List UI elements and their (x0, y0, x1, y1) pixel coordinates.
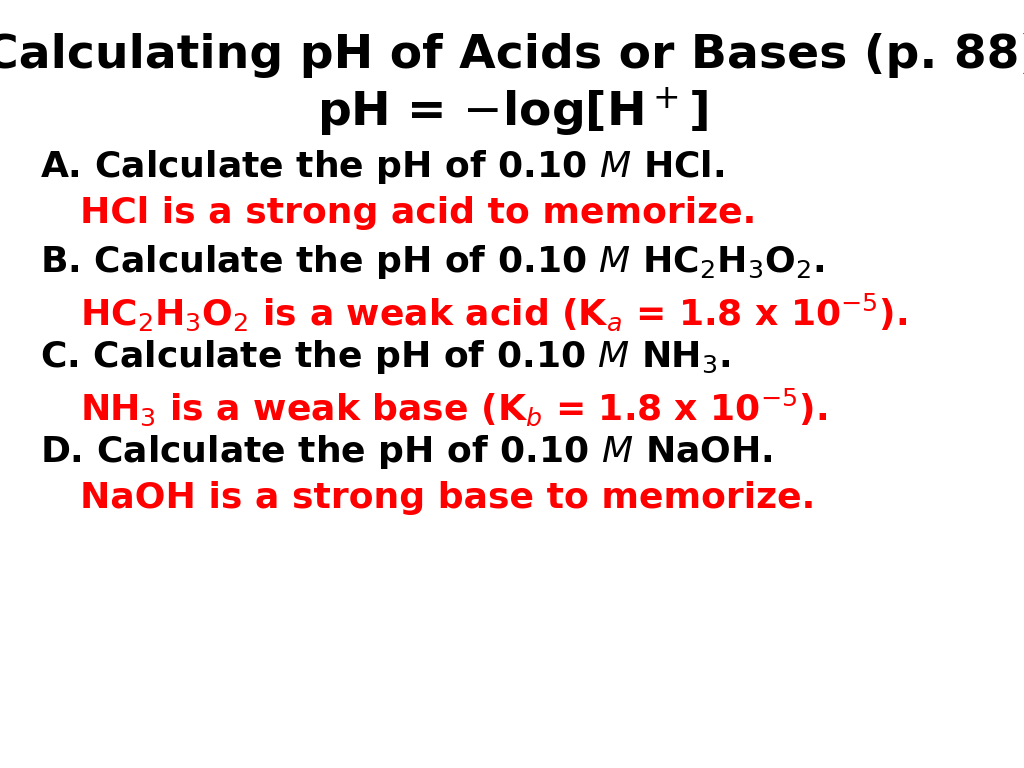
Text: NaOH is a strong base to memorize.: NaOH is a strong base to memorize. (80, 481, 815, 515)
Text: C. Calculate the pH of 0.10 $\mathit{M}$ NH$_3$.: C. Calculate the pH of 0.10 $\mathit{M}$… (40, 338, 730, 376)
Text: NH$_3$ is a weak base (K$_b$ = 1.8 x 10$^{-5}$).: NH$_3$ is a weak base (K$_b$ = 1.8 x 10$… (80, 386, 827, 428)
Text: D. Calculate the pH of 0.10 $\mathit{M}$ NaOH.: D. Calculate the pH of 0.10 $\mathit{M}$… (40, 433, 773, 471)
Text: HC$_2$H$_3$O$_2$ is a weak acid (K$_a$ = 1.8 x 10$^{-5}$).: HC$_2$H$_3$O$_2$ is a weak acid (K$_a$ =… (80, 291, 907, 333)
Text: Calculating pH of Acids or Bases (p. 88): Calculating pH of Acids or Bases (p. 88) (0, 33, 1024, 78)
Text: A. Calculate the pH of 0.10 $\mathit{M}$ HCl.: A. Calculate the pH of 0.10 $\mathit{M}$… (40, 148, 724, 186)
Text: B. Calculate the pH of 0.10 $\mathit{M}$ HC$_2$H$_3$O$_2$.: B. Calculate the pH of 0.10 $\mathit{M}$… (40, 243, 824, 281)
Text: HCl is a strong acid to memorize.: HCl is a strong acid to memorize. (80, 196, 757, 230)
Text: pH = $-$log[H$^+$]: pH = $-$log[H$^+$] (316, 86, 708, 139)
